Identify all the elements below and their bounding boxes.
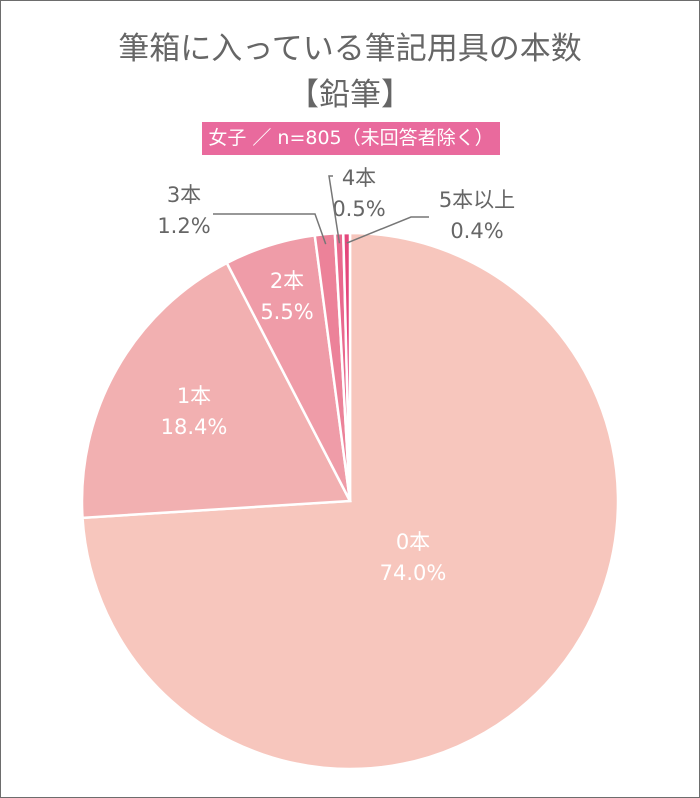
chart-title: 筆箱に入っている筆記用具の本数 — [118, 31, 582, 67]
sample-badge: 女子 ／ n=805（未回答者除く） — [202, 122, 500, 155]
slice-label-4: 4本 — [342, 166, 376, 190]
slice-percent-5: 0.4% — [450, 219, 503, 243]
leader-line-3 — [213, 213, 327, 245]
slice-label-2: 2本 — [270, 269, 304, 293]
slice-percent-0: 74.0% — [380, 561, 447, 585]
pie-slice-1 — [80, 261, 352, 520]
slice-label-3: 3本 — [167, 183, 201, 207]
slice-percent-3: 1.2% — [157, 214, 210, 238]
slice-percent-1: 18.4% — [161, 415, 228, 439]
slice-percent-4: 0.5% — [332, 197, 385, 221]
pie-slice-5 — [341, 231, 352, 502]
leader-line-4 — [328, 175, 341, 244]
slice-percent-2: 5.5% — [260, 300, 313, 324]
slice-label-5: 5本以上 — [439, 188, 515, 212]
slice-label-0: 0本 — [396, 530, 430, 554]
leader-line-5 — [346, 216, 429, 244]
slice-label-1: 1本 — [177, 384, 211, 408]
chart-subtitle: 【鉛筆】 — [288, 77, 412, 113]
